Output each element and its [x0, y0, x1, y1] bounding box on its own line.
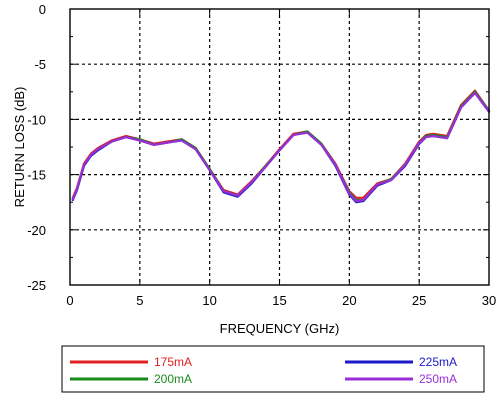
series-lines — [71, 89, 491, 204]
y-tick-label: -20 — [27, 223, 46, 238]
legend-box — [61, 345, 485, 393]
x-tick-label: 10 — [202, 293, 216, 308]
series-line-175mA — [71, 89, 491, 199]
x-tick-label: 30 — [482, 293, 496, 308]
y-tick-label: -15 — [27, 168, 46, 183]
axis-ticks: 0 5 10 15 20 25 30 0 -5 -10 -15 -20 -25 — [27, 2, 496, 308]
legend-label-225mA: 225mA — [419, 355, 457, 369]
y-axis-title: RETURN LOSS (dB) — [12, 87, 27, 208]
legend-label-175mA: 175mA — [154, 355, 192, 369]
x-axis-title: FREQUENCY (GHz) — [220, 321, 340, 336]
series-line-250mA — [71, 91, 491, 203]
legend-label-250mA: 250mA — [419, 372, 457, 386]
y-tick-label: 0 — [39, 2, 46, 17]
y-tick-label: -25 — [27, 278, 46, 293]
legend-label-200mA: 200mA — [154, 372, 192, 386]
series-line-200mA — [71, 90, 491, 202]
x-tick-label: 20 — [342, 293, 356, 308]
legend: 175mA 200mA 225mA 250mA — [61, 345, 485, 393]
y-tick-label: -5 — [34, 57, 46, 72]
x-tick-label: 25 — [412, 293, 426, 308]
x-tick-label: 5 — [136, 293, 143, 308]
grid-lines — [70, 9, 489, 285]
x-tick-label: 15 — [272, 293, 286, 308]
y-tick-label: -10 — [27, 112, 46, 127]
x-tick-label: 0 — [66, 293, 73, 308]
